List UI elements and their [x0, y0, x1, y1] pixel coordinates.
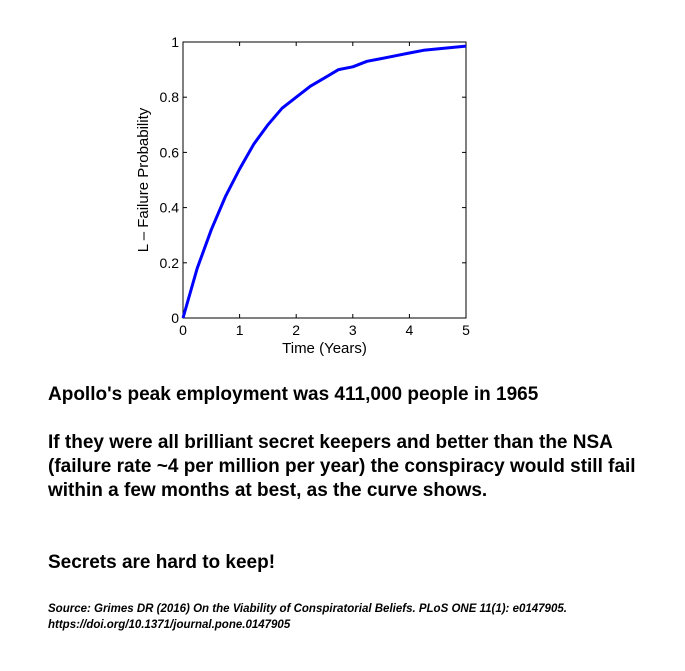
- failure-probability-chart: 0 1 2 3 4 5 0 0.2 0.4 0.6 0.8 1 Time (Years) L – Fa…: [135, 34, 471, 357]
- source-citation-line: Source: Grimes DR (2016) On the Viabilit…: [48, 603, 567, 615]
- y-tick-label: 0.2: [160, 255, 180, 271]
- apollo-employment-text: Apollo's peak employment was 411,000 peo…: [48, 384, 539, 405]
- y-tick-label: 0: [171, 310, 179, 326]
- x-tick-label: 0: [179, 322, 187, 338]
- x-tick-label: 2: [292, 322, 300, 338]
- y-tick-label: 1: [171, 34, 179, 50]
- axis-ticks: 0 1 2 3 4 5 0 0.2 0.4 0.6 0.8 1: [160, 34, 471, 338]
- x-tick-label: 4: [406, 322, 414, 338]
- series-layer: [181, 44, 467, 319]
- plot-area: [182, 41, 467, 319]
- secret-keepers-paragraph: If they were all brilliant secret keeper…: [48, 432, 636, 501]
- y-axis-label: L – Failure Probability: [135, 107, 152, 252]
- x-tick-label: 1: [236, 322, 244, 338]
- y-tick-label: 0.4: [160, 200, 180, 216]
- x-tick-label: 3: [349, 322, 357, 338]
- x-tick-label: 5: [462, 322, 470, 338]
- x-axis-label: Time (Years): [282, 340, 367, 357]
- y-tick-label: 0.6: [160, 144, 180, 160]
- failure-probability-line: [181, 44, 467, 319]
- secrets-conclusion-text: Secrets are hard to keep!: [48, 552, 276, 573]
- y-tick-label: 0.8: [160, 89, 180, 105]
- source-doi-line: https://doi.org/10.1371/journal.pone.014…: [48, 619, 291, 631]
- source-citation: Source: Grimes DR (2016) On the Viabilit…: [48, 601, 668, 633]
